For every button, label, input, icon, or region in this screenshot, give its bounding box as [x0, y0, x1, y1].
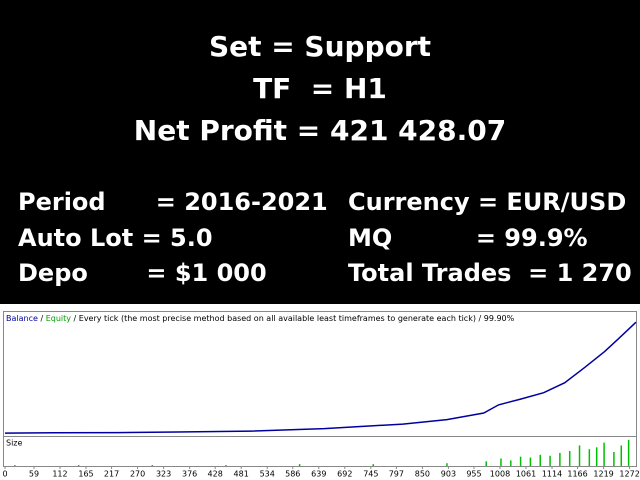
- stat: Depo = $1 000: [18, 259, 267, 287]
- x-tick-label: 428: [208, 470, 223, 479]
- legend-entry: Balance: [6, 314, 38, 323]
- size-bar: [151, 465, 154, 466]
- size-bar: [298, 464, 301, 466]
- x-tick-label: 639: [311, 470, 326, 479]
- size-bar: [568, 451, 571, 466]
- headline: Net Profit = 421 428.07: [133, 114, 507, 147]
- x-tick-label: 797: [389, 470, 404, 479]
- chart: Balance / Equity / Every tick (the most …: [0, 304, 640, 480]
- size-bar: [446, 463, 448, 466]
- size-bar: [529, 457, 532, 466]
- stat: Currency = EUR/USD: [348, 188, 627, 216]
- x-tick-label: 955: [466, 470, 481, 479]
- x-tick-label: 745: [363, 470, 378, 479]
- x-tick-label: 217: [104, 470, 119, 479]
- x-tick-label: 1219: [593, 470, 613, 479]
- chart-subtitle: Every tick (the most precise method base…: [79, 314, 515, 323]
- x-tick-label: 692: [337, 470, 352, 479]
- x-tick-label: 481: [234, 470, 249, 479]
- size-bar: [510, 460, 512, 466]
- size-bar: [14, 465, 16, 466]
- size-bar: [620, 445, 623, 466]
- size-bar: [225, 465, 227, 466]
- x-tick-label: 376: [182, 470, 197, 479]
- x-tick-label: 1061: [516, 470, 536, 479]
- x-tick-label: 1114: [542, 470, 562, 479]
- x-tick-label: 59: [29, 470, 39, 479]
- size-panel: [3, 436, 637, 467]
- x-tick-label: 586: [285, 470, 300, 479]
- size-bar: [485, 461, 487, 466]
- x-tick-label: 165: [78, 470, 93, 479]
- x-tick-label: 112: [52, 470, 67, 479]
- stat: Total Trades = 1 270: [348, 259, 632, 287]
- size-bar: [613, 452, 615, 466]
- x-tick-label: 1272: [619, 470, 639, 479]
- size-bar: [588, 449, 591, 466]
- stat: MQ = 99.9%: [348, 224, 588, 252]
- x-tick-label: 1008: [490, 470, 510, 479]
- x-tick-label: 270: [130, 470, 145, 479]
- size-bar: [500, 458, 502, 466]
- size-bar: [578, 445, 581, 466]
- legend-entry: Equity: [46, 314, 72, 323]
- balance-line: [4, 321, 637, 434]
- size-label: Size: [6, 439, 23, 448]
- size-bar: [559, 452, 561, 466]
- x-tick-label: 850: [415, 470, 430, 479]
- size-bar: [539, 454, 541, 466]
- stat: Auto Lot = 5.0: [18, 224, 213, 252]
- legend-balance: Balance / Equity / Every tick (the most …: [6, 314, 515, 323]
- stat: Period = 2016-2021: [18, 188, 328, 216]
- size-bar: [77, 465, 80, 466]
- size-bar: [372, 464, 375, 466]
- x-tick-label: 903: [441, 470, 456, 479]
- x-tick-label: 323: [156, 470, 171, 479]
- headline: TF = H1: [253, 72, 387, 105]
- size-bar: [549, 455, 551, 466]
- size-bar: [595, 447, 598, 466]
- x-tick-label: 534: [260, 470, 275, 479]
- size-bar: [627, 439, 630, 466]
- main-panel: [3, 311, 637, 437]
- size-bar: [519, 456, 522, 466]
- headline: Set = Support: [208, 30, 432, 63]
- size-bar: [603, 442, 605, 466]
- x-tick-label: 1166: [567, 470, 587, 479]
- x-tick-label: 0: [2, 470, 7, 479]
